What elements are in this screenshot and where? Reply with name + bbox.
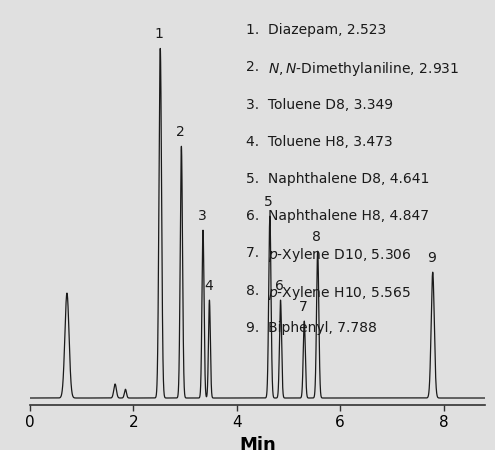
Text: 8: 8 [312, 230, 321, 244]
Text: $\it{p}$-Xylene D10, 5.306: $\it{p}$-Xylene D10, 5.306 [268, 247, 411, 265]
Text: 7.: 7. [246, 247, 268, 261]
Text: 4: 4 [204, 279, 213, 293]
Text: 2: 2 [176, 126, 185, 140]
Text: 4.  Toluene H8, 3.473: 4. Toluene H8, 3.473 [246, 135, 393, 149]
Text: 5.  Naphthalene D8, 4.641: 5. Naphthalene D8, 4.641 [246, 172, 429, 186]
Text: 3.  Toluene D8, 3.349: 3. Toluene D8, 3.349 [246, 98, 393, 112]
Text: 7: 7 [299, 300, 308, 314]
Text: $\it{N,N}$-Dimethylaniline, 2.931: $\it{N,N}$-Dimethylaniline, 2.931 [268, 60, 459, 78]
Text: 3: 3 [198, 209, 206, 223]
X-axis label: Min: Min [239, 436, 276, 450]
Text: 9: 9 [427, 251, 436, 265]
Text: 1: 1 [154, 27, 163, 41]
Text: $\it{p}$-Xylene H10, 5.565: $\it{p}$-Xylene H10, 5.565 [268, 284, 411, 302]
Text: 5: 5 [264, 195, 273, 209]
Text: 6: 6 [275, 279, 284, 293]
Text: 2.: 2. [246, 60, 268, 75]
Text: 1.  Diazepam, 2.523: 1. Diazepam, 2.523 [246, 23, 386, 37]
Text: 8.: 8. [246, 284, 268, 297]
Text: 6.  Naphthalene H8, 4.847: 6. Naphthalene H8, 4.847 [246, 209, 429, 223]
Text: 9.  Biphenyl, 7.788: 9. Biphenyl, 7.788 [246, 321, 377, 335]
